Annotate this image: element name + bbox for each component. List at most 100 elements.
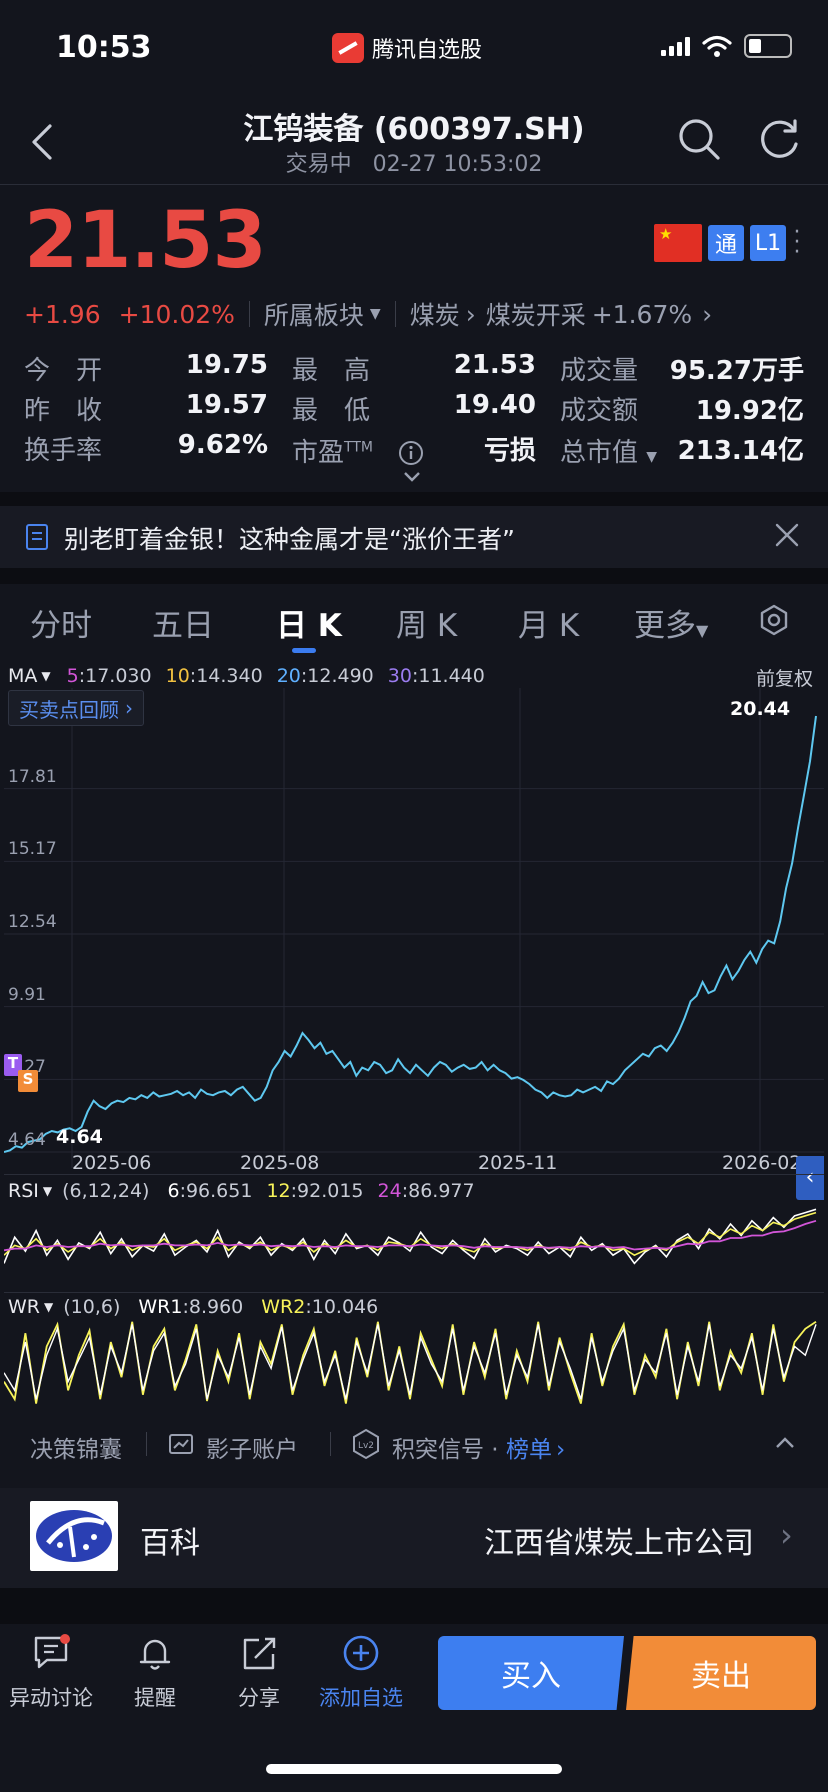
rsi6-line (4, 1208, 817, 1265)
trade-datetime: 02-27 10:53:02 (372, 152, 543, 177)
adjust-mode[interactable]: 前复权 (756, 668, 814, 690)
back-icon[interactable] (26, 122, 60, 162)
trade-status: 交易中 02-27 10:53:02 (0, 146, 828, 178)
wr-legend: WR ▼ (10,6) WR1:8.960 WR2:10.046 (8, 1296, 378, 1318)
wr-chart[interactable] (4, 1318, 824, 1410)
settings-icon[interactable] (758, 604, 790, 636)
caret-down-icon: ▼ (696, 621, 709, 640)
mktcap-label[interactable]: 总市值 ▼ (560, 432, 657, 469)
refresh-icon[interactable] (756, 116, 802, 162)
ma-legend: MA ▼ 5:17.030 10:14.340 20:12.490 30:11.… (8, 664, 485, 688)
tab-more[interactable]: 更多▼ (634, 600, 708, 645)
collapse-panel-icon[interactable]: ‹ (796, 1156, 824, 1200)
news-text[interactable]: 别老盯着金银！这种金属才是“涨价王者” (64, 525, 515, 554)
s-marker[interactable]: S (18, 1070, 38, 1092)
shadow-account[interactable]: 影子账户 (206, 1437, 298, 1463)
price-change: +1.96 (24, 299, 101, 329)
caret-down-icon[interactable]: ▼ (41, 669, 51, 683)
sector-coal[interactable]: 煤炭 (409, 301, 460, 330)
news-banner[interactable]: 别老盯着金银！这种金属才是“涨价王者” (0, 506, 828, 568)
signal-label: 积突信号 (392, 1437, 484, 1463)
chart-max-label: 20.44 (730, 698, 791, 720)
ranking-link[interactable]: 榜单 (505, 1437, 552, 1463)
mktcap-label-text: 总市值 (560, 438, 639, 468)
ma-selector[interactable]: MA (8, 665, 38, 687)
decision-tools[interactable]: 决策锦囊 (30, 1437, 122, 1463)
baike-card[interactable]: 百科 江西省煤炭上市公司 › (0, 1488, 828, 1588)
caret-down-icon[interactable]: ▼ (369, 306, 381, 322)
y-tick-label: 17.81 (8, 766, 57, 787)
nav-share-label: 分享 (238, 1686, 280, 1710)
y-tick-label: 4.64 (8, 1130, 46, 1150)
nav-discuss[interactable]: 异动讨论 (6, 1634, 96, 1712)
buy-button[interactable]: 买入 (438, 1636, 624, 1710)
ma30-value: :11.440 (411, 665, 485, 687)
x-tick-label: 2025-11 (478, 1152, 558, 1174)
wr1-key: WR1 (138, 1296, 183, 1318)
nav-remind[interactable]: 提醒 (110, 1634, 200, 1712)
amount-label: 成交额 (560, 396, 639, 426)
caret-down-icon[interactable]: ▼ (42, 1184, 53, 1198)
low-value: 19.40 (453, 390, 536, 420)
y-tick-label: 12.54 (8, 912, 57, 932)
ma5-key: 5 (66, 665, 79, 687)
info-icon[interactable] (398, 440, 424, 466)
wifi-icon (702, 35, 732, 57)
y-tick-label: 9.91 (8, 984, 46, 1005)
tab-monthly-k[interactable]: 月 K (518, 608, 580, 644)
status-app-name: 腾讯自选股 (372, 38, 483, 63)
market-badges: 通 L1 ··· (654, 220, 802, 265)
status-icons (661, 34, 792, 58)
baike-title: 百科 (140, 1526, 200, 1561)
sector-label[interactable]: 所属板块 (263, 301, 364, 330)
more-dots-icon[interactable]: · · · (793, 220, 801, 265)
nav-add-watchlist[interactable]: 添加自选 (316, 1634, 406, 1712)
close-icon[interactable] (774, 522, 800, 548)
pe-ttm-suffix: TTM (344, 439, 373, 456)
app-logo-icon (332, 33, 364, 63)
signal-feature[interactable]: 积突信号 · 榜单 › (392, 1437, 566, 1463)
x-tick-label: 2026-02 (722, 1152, 802, 1174)
share-icon (243, 1637, 276, 1670)
nav-discuss-label: 异动讨论 (9, 1686, 93, 1710)
chevron-right-icon: › (555, 1437, 566, 1463)
caret-down-icon[interactable]: ▼ (44, 1300, 54, 1314)
l1-badge[interactable]: L1 (750, 225, 786, 261)
amount-value: 19.92亿 (695, 396, 804, 426)
wr-selector[interactable]: WR (8, 1296, 40, 1318)
price-chart[interactable] (4, 688, 824, 1168)
lv2-icon: Lv2 (353, 1428, 379, 1460)
wr-params: (10,6) (63, 1296, 121, 1318)
tab-weekly-k[interactable]: 周 K (396, 608, 458, 644)
prev-close-label: 昨 收 (24, 396, 103, 426)
trade-review-button[interactable]: 买卖点回顾 › (8, 690, 144, 726)
collapse-up-icon[interactable] (774, 1436, 796, 1450)
discussion-icon (34, 1634, 70, 1669)
rsi-legend: RSI ▼ (6,12,24) 6:96.651 12:92.015 24:86… (8, 1180, 475, 1202)
company-logo (30, 1501, 118, 1571)
tab-daily-k[interactable]: 日 K (276, 608, 342, 644)
wr2-value: :10.046 (305, 1296, 379, 1318)
price-change-pct: +10.02% (118, 299, 235, 329)
nav-remind-label: 提醒 (134, 1686, 176, 1710)
low-label: 最 低 (292, 396, 371, 426)
t-marker[interactable]: T (4, 1054, 22, 1076)
tong-badge[interactable]: 通 (708, 225, 744, 261)
status-time: 10:53 (56, 30, 152, 65)
rsi-selector[interactable]: RSI (8, 1180, 39, 1202)
nav-share[interactable]: 分享 (214, 1634, 304, 1712)
caret-down-icon: ▼ (646, 449, 658, 465)
ma5-value: :17.030 (78, 665, 152, 687)
tab-indicator (292, 648, 316, 653)
rsi-chart[interactable] (4, 1202, 824, 1292)
expand-chevron-icon[interactable] (402, 470, 422, 484)
home-indicator (266, 1764, 562, 1774)
pe-label: 市盈TTM (292, 432, 373, 469)
open-label: 今 开 (24, 356, 103, 386)
sell-button[interactable]: 卖出 (626, 1636, 816, 1710)
tab-intraday[interactable]: 分时 (30, 608, 92, 644)
document-icon (26, 524, 48, 550)
search-icon[interactable] (676, 116, 722, 162)
tab-five-day[interactable]: 五日 (152, 608, 214, 644)
sector-coal-mining[interactable]: 煤炭开采 (485, 301, 586, 330)
